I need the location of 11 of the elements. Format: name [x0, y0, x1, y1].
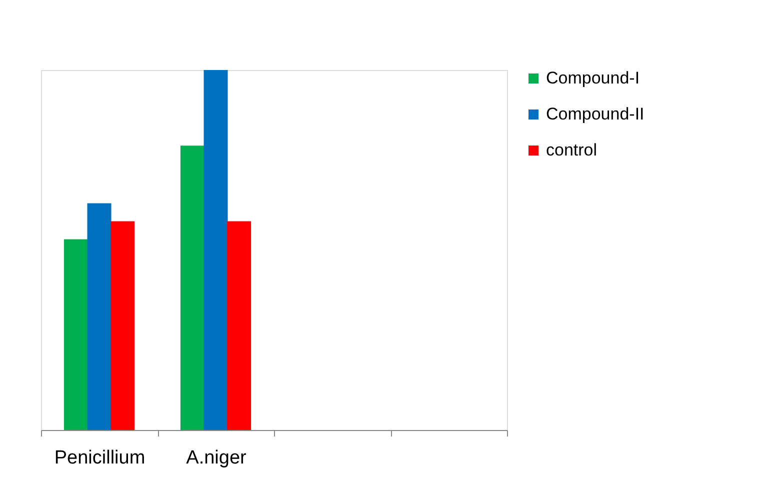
x-tick-label: A.niger — [186, 448, 248, 468]
bar — [204, 70, 228, 430]
bar — [87, 203, 112, 430]
legend-label: control — [546, 140, 598, 160]
bar — [180, 146, 204, 430]
legend-label: Compound-II — [546, 104, 644, 124]
bar — [227, 221, 252, 430]
legend-label: Compound-I — [546, 68, 640, 88]
bar — [110, 221, 135, 430]
x-tick-label: Penicillium — [54, 448, 146, 468]
bar — [64, 239, 88, 430]
